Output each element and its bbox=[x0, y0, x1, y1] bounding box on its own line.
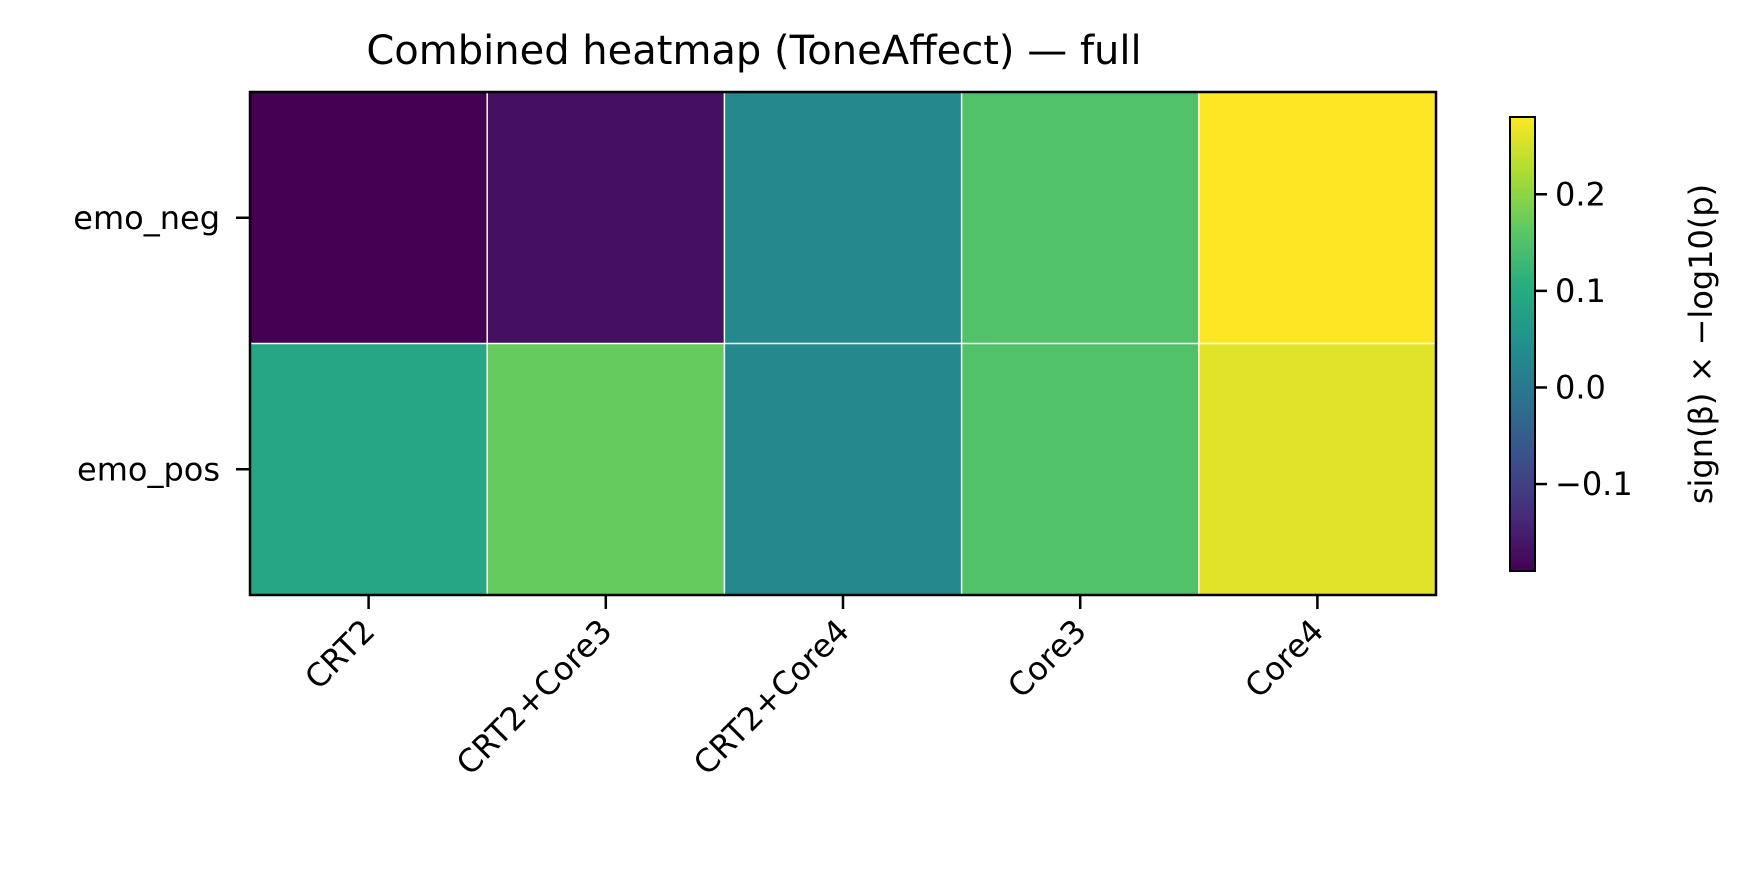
heatmap-cell-emo_pos-3 bbox=[961, 343, 1199, 595]
colorbar-label: sign(β) × −log10(p) bbox=[1682, 184, 1720, 504]
cell-gridlines bbox=[250, 92, 1436, 595]
heatmap-cell-emo_neg-3 bbox=[961, 92, 1199, 344]
x-tick-label: Core3 bbox=[1000, 612, 1094, 706]
heatmap-cell-emo_neg-1 bbox=[487, 92, 725, 344]
colorbar-ticks: −0.1 0.0 0.1 0.2 bbox=[1535, 175, 1633, 503]
x-axis-ticks: CRT2 CRT2+Core3 CRT2+Core4 Core3 Core4 bbox=[297, 595, 1331, 782]
heatmap-cell-emo_pos-4 bbox=[1198, 343, 1436, 595]
x-tick-label: CRT2+Core3 bbox=[449, 612, 620, 783]
heatmap-cell-emo_pos-1 bbox=[487, 343, 725, 595]
heatmap-cell-emo_neg-4 bbox=[1198, 92, 1436, 344]
heatmap-cells bbox=[250, 92, 1436, 595]
colorbar-tick-label: 0.2 bbox=[1555, 175, 1606, 213]
x-tick-label: Core4 bbox=[1237, 612, 1331, 706]
colorbar-tick-label: 0.1 bbox=[1555, 272, 1606, 310]
x-tick-label: CRT2+Core4 bbox=[686, 612, 857, 783]
heatmap-cell-emo_neg-0 bbox=[250, 92, 488, 344]
colorbar-tick-label: −0.1 bbox=[1555, 465, 1633, 503]
colorbar-tick-label: 0.0 bbox=[1555, 368, 1606, 406]
colorbar-gradient bbox=[1510, 117, 1535, 571]
y-tick-label: emo_neg bbox=[73, 199, 220, 237]
y-tick-label: emo_pos bbox=[77, 450, 220, 488]
y-axis-ticks: emo_neg emo_pos bbox=[73, 199, 250, 488]
colorbar-frame bbox=[1509, 116, 1536, 572]
chart-title: Combined heatmap (ToneAffect) — full bbox=[366, 28, 1141, 74]
heatmap-cell-emo_pos-2 bbox=[724, 343, 962, 595]
heatmap-cell-emo_neg-2 bbox=[724, 92, 962, 344]
heatmap-cell-emo_pos-0 bbox=[250, 343, 488, 595]
x-tick-label: CRT2 bbox=[297, 612, 382, 697]
